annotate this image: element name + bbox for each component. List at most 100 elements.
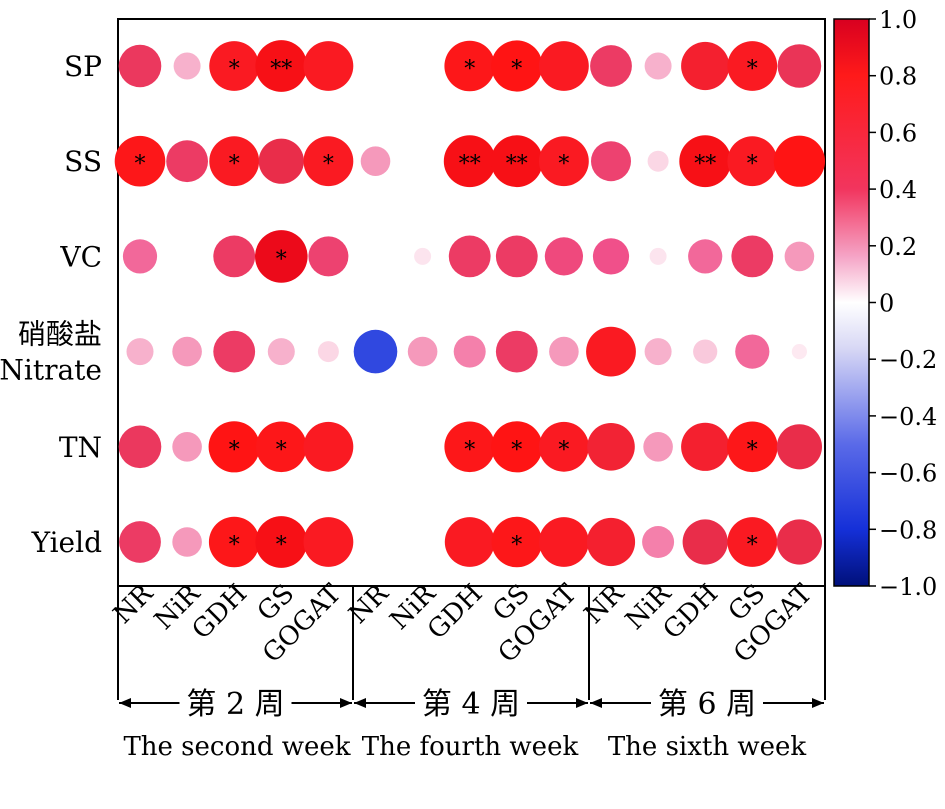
correlation-circle [647,150,669,172]
group-label-cn: 第 6 周 [658,687,756,722]
significance-mark: * [229,57,240,82]
row-label: Nitrate [0,354,102,387]
correlation-circle [254,230,308,283]
significance-mark: * [747,438,758,463]
correlation-circle [727,41,778,91]
correlation-circle [172,432,202,462]
correlation-circle [114,135,166,187]
significance-mark: * [558,152,569,177]
correlation-circle [353,329,398,374]
row-label: SP [64,50,102,83]
row-label: SS [64,145,102,178]
row-label: VC [59,240,102,273]
correlation-circle [731,235,774,278]
correlation-circle [682,519,728,565]
correlation-circle [688,239,723,274]
correlation-circle [539,421,589,472]
correlation-circle [213,235,256,278]
correlation-circle [544,237,584,276]
colorbar-tick-label: 0.6 [879,119,917,147]
correlation-circle [539,41,589,91]
correlation-circle [539,517,589,567]
correlation-circle [784,241,815,272]
significance-mark: * [511,57,522,82]
correlation-circle [539,136,589,187]
correlation-circle [776,519,823,565]
correlation-circle [727,421,778,473]
correlation-circle [119,521,161,563]
significance-mark: * [276,438,287,463]
correlation-circle [118,425,162,469]
correlation-circle [213,330,256,373]
correlation-circle [587,423,635,471]
correlation-circle [491,516,543,568]
correlation-circle [122,239,158,274]
correlation-circle [118,44,162,88]
correlation-circle [308,236,349,277]
correlation-circle [495,330,538,373]
correlation-circle [444,40,496,92]
colorbar-tick-label: 1.0 [879,6,917,34]
significance-mark: * [511,438,522,463]
significance-mark: ** [270,57,292,82]
colorbar-tick-label: −0.8 [879,516,937,544]
correlation-circle [267,338,295,366]
significance-mark: * [464,57,475,82]
colorbar-tick-label: −0.6 [879,460,937,488]
significance-mark: * [276,247,287,272]
correlation-circle [303,421,354,472]
row-label: Yield [31,526,102,559]
correlation-circle [643,432,673,462]
correlation-circle [776,424,823,470]
correlation-circle [173,52,201,80]
correlation-circle [303,517,354,567]
row-label: TN [59,431,102,464]
correlation-circle [407,336,438,367]
correlation-circle [208,421,260,473]
week-groups: 第 2 周 The second week 第 4 周 The fourth week… [117,586,826,762]
correlation-circle [126,338,154,366]
colorbar-tick-label: −0.2 [879,346,937,374]
colorbar-tick-label: 0.4 [879,176,917,204]
correlation-circle [317,341,339,363]
correlation-circle [591,141,631,182]
significance-mark: * [135,152,146,177]
correlation-circle [414,247,432,265]
plot-frame [117,18,826,587]
correlation-circle [549,336,579,367]
correlation-circle [735,334,770,369]
correlation-circle [166,140,209,183]
correlation-circle [453,335,486,368]
significance-mark: * [747,152,758,177]
correlation-circle [495,235,538,278]
correlation-circle [208,516,260,568]
correlation-circle [209,136,260,187]
correlation-cells: * ** * * ** * * ** ** * ** *** * * * * ** * * * [114,40,826,568]
correlation-circle [649,247,667,265]
significance-mark: * [747,57,758,82]
colorbar-tick-label: 0 [879,290,894,318]
correlation-circle [491,40,543,92]
correlation-circle [258,138,304,184]
colorbar: 1.0 0.8 0.6 0.4 0.2 0 −0.2 −0.4 −0.6 −0.8 −1.0 [833,6,937,601]
correlation-circle [444,517,495,567]
correlation-circle [681,41,730,91]
significance-mark: ** [459,152,481,177]
correlation-circle [777,44,822,88]
significance-mark: ** [506,152,528,177]
correlation-circle [255,516,308,568]
correlation-circle [303,136,354,187]
row-label: 硝酸盐 [18,318,102,351]
group-label-cn: 第 4 周 [422,687,520,722]
correlation-circle [679,135,732,188]
correlation-circle [791,344,808,360]
correlation-circle [644,338,672,366]
x-tick-label: GDH [422,579,489,646]
correlation-circle [303,41,354,91]
correlation-circle [444,421,496,473]
significance-mark: * [511,533,522,558]
correlation-circle [209,41,260,91]
x-tick-label: GDH [186,579,253,646]
